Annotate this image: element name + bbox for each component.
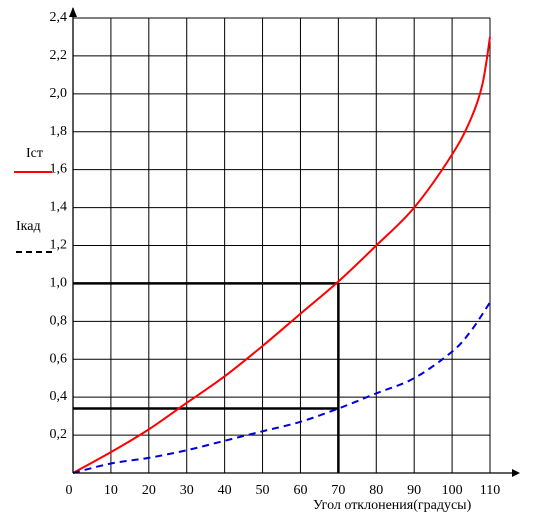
y-tick-label: 1,4: [50, 200, 68, 215]
y-axis-arrow: [69, 7, 77, 17]
x-tick-label: 90: [407, 483, 421, 498]
y-tick-label: 2,4: [50, 10, 68, 25]
x-tick-label: 40: [218, 483, 232, 498]
series-line-ist: [72, 36, 491, 474]
y-tick-label: 0,2: [50, 427, 68, 442]
x-tick-label: 0: [66, 483, 73, 498]
reference-lines: [73, 282, 340, 473]
y-tick-label: 0,8: [50, 313, 68, 328]
legend-label-ist: Iст: [26, 146, 43, 161]
x-axis-arrow: [512, 469, 520, 477]
x-tick-label: 100: [442, 483, 463, 498]
x-tick-label: 30: [180, 483, 194, 498]
legend-label-ikad: Iкад: [16, 219, 41, 234]
y-tick-label: 1,6: [50, 162, 68, 177]
chart-legend: Iст Iкад: [14, 146, 56, 253]
x-tick-label: 60: [293, 483, 307, 498]
x-tick-label: 20: [142, 483, 156, 498]
y-tick-label: 1,2: [50, 238, 68, 253]
x-tick-label: 110: [480, 483, 500, 498]
x-axis-label: Угол отклонения(градусы): [313, 498, 472, 512]
y-tick-label: 2,0: [50, 86, 68, 101]
chart-grid: [73, 17, 491, 473]
x-tick-label: 80: [369, 483, 383, 498]
chart-series: [72, 36, 491, 474]
y-tick-label: 2,2: [50, 48, 68, 63]
tick-labels: 0 10 20 30 40 50 60 70 80 90 100 110 0,2 0,4 0,6 0,8 1,0…: [50, 10, 501, 498]
y-tick-label: 1,0: [50, 275, 68, 290]
x-tick-label: 70: [331, 483, 345, 498]
y-tick-label: 0,6: [50, 351, 68, 366]
chart-axes: [69, 7, 520, 477]
y-tick-label: 1,8: [50, 124, 68, 139]
x-tick-label: 50: [256, 483, 270, 498]
series-line-ikad: [72, 301, 491, 474]
x-tick-label: 10: [104, 483, 118, 498]
y-tick-label: 0,4: [50, 389, 68, 404]
